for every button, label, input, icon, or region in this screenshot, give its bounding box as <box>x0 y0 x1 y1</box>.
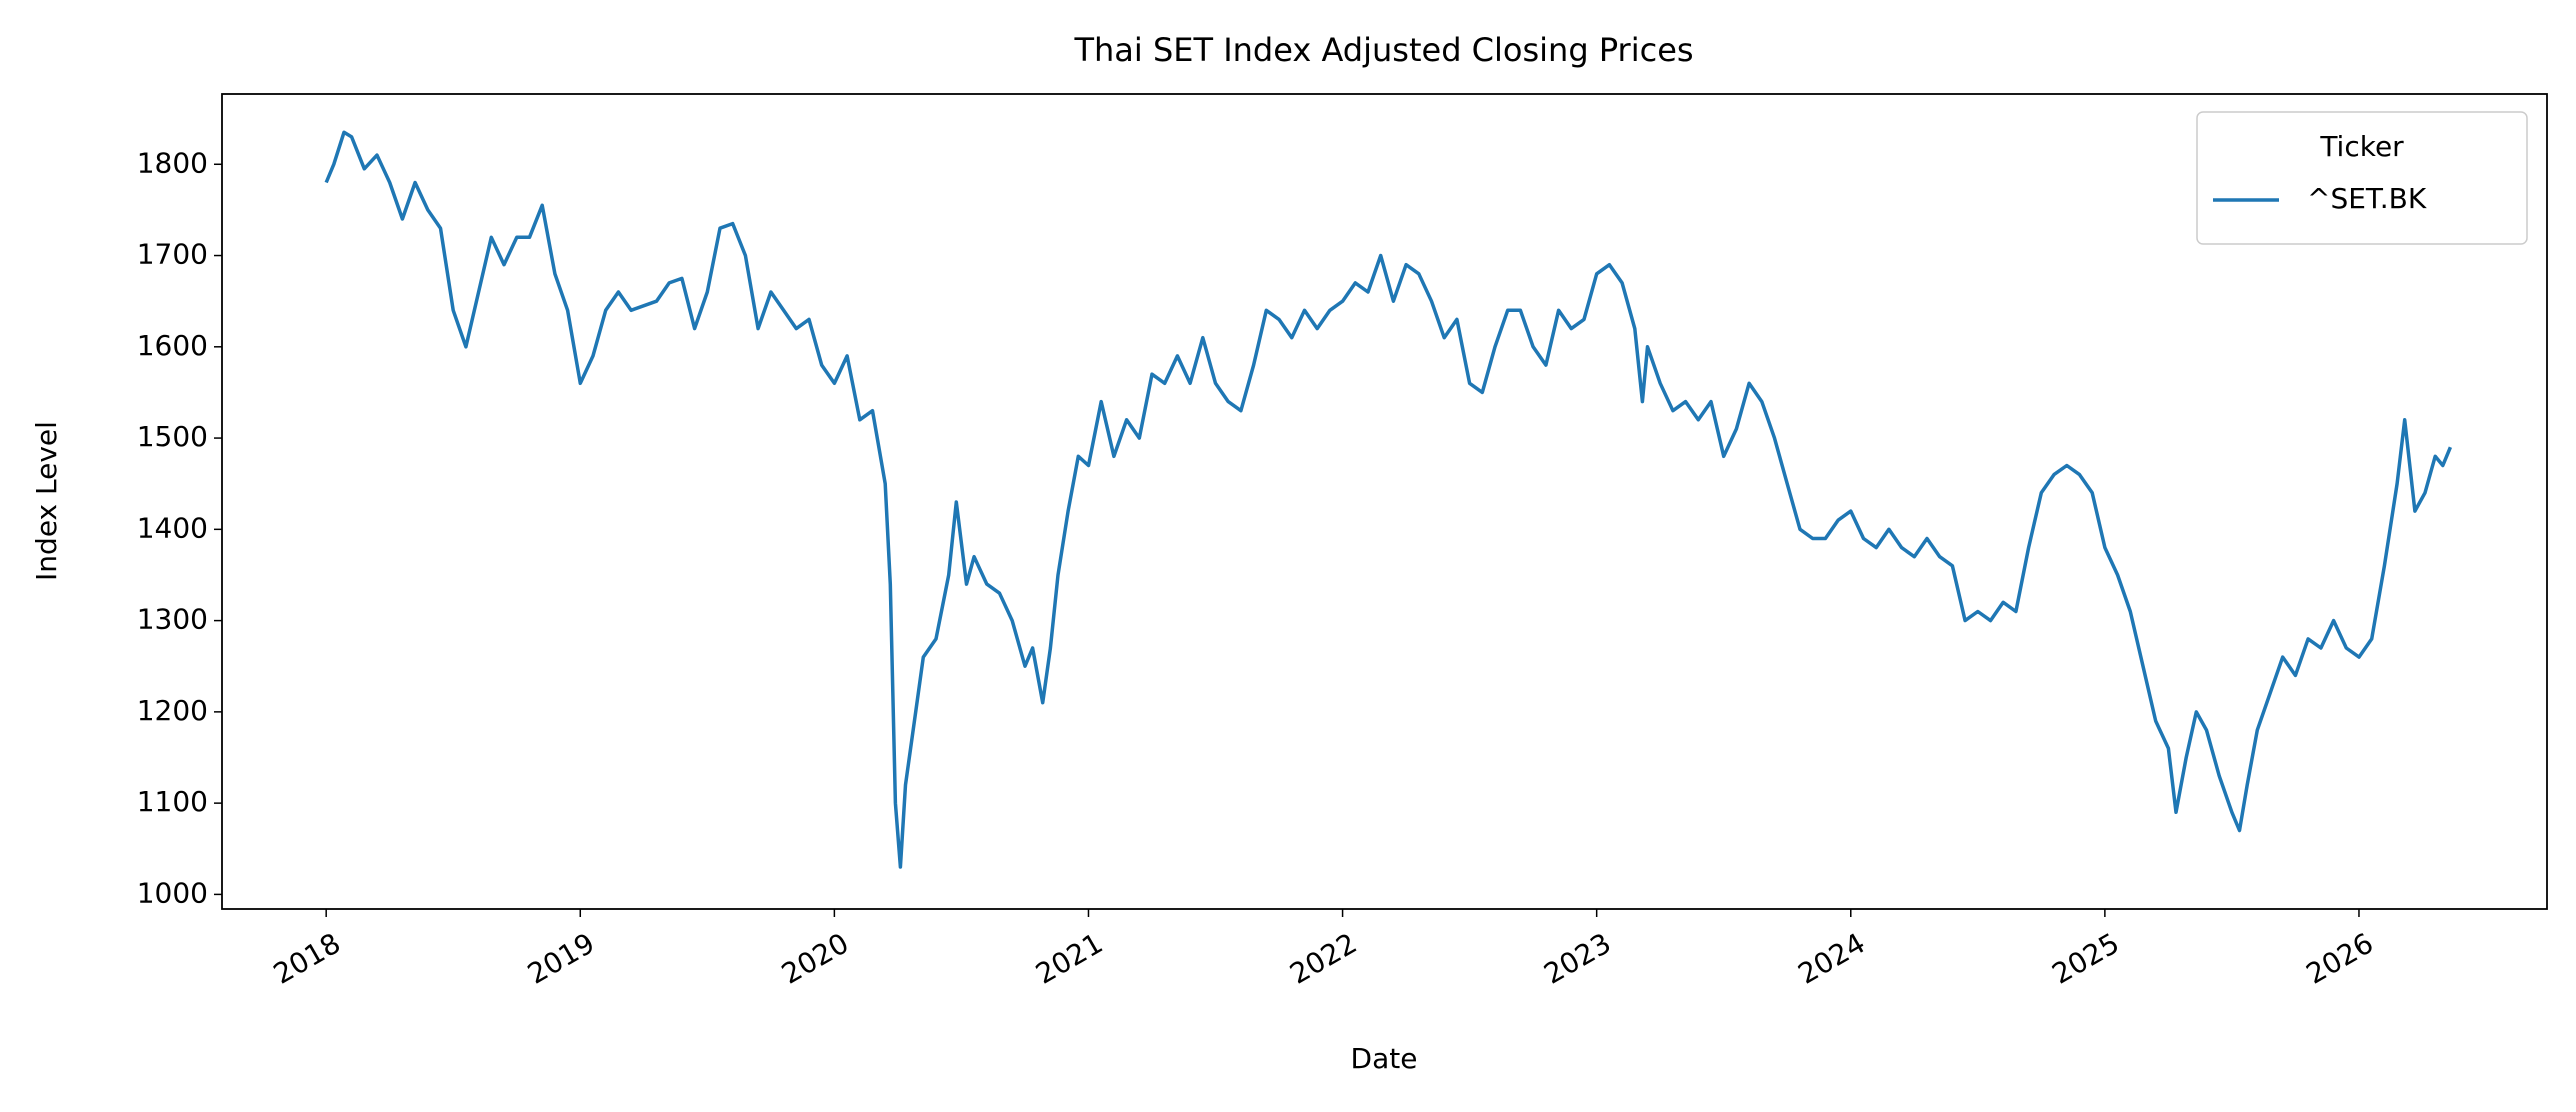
x-tick-label: 2023 <box>1538 926 1616 990</box>
legend-title: Ticker <box>2319 130 2404 163</box>
y-tick-label: 1700 <box>137 238 208 271</box>
x-tick-label: 2026 <box>2301 926 2379 990</box>
x-tick-label: 2025 <box>2047 926 2125 990</box>
chart-title: Thai SET Index Adjusted Closing Prices <box>1073 31 1693 69</box>
y-tick-label: 1000 <box>137 876 208 909</box>
y-tick-label: 1100 <box>137 785 208 818</box>
y-tick-label: 1500 <box>137 420 208 453</box>
y-axis-label: Index Level <box>30 421 63 581</box>
x-tick-label: 2022 <box>1284 926 1362 990</box>
x-tick-label: 2018 <box>268 926 346 990</box>
line-series <box>324 130 2453 869</box>
y-tick-label: 1600 <box>137 329 208 362</box>
x-axis-label: Date <box>1351 1042 1418 1075</box>
legend-box <box>2196 111 2528 245</box>
legend-label: ^SET.BK <box>2307 182 2427 215</box>
plot-frame <box>221 93 2548 910</box>
y-tick-label: 1800 <box>137 146 208 179</box>
y-tick-label: 1300 <box>137 603 208 636</box>
x-tick-label: 2019 <box>522 926 600 990</box>
y-tick-label: 1400 <box>137 511 208 544</box>
x-tick-label: 2020 <box>776 926 854 990</box>
x-tick-label: 2024 <box>1792 926 1870 990</box>
x-tick-label: 2021 <box>1030 926 1108 990</box>
y-tick-label: 1200 <box>137 694 208 727</box>
